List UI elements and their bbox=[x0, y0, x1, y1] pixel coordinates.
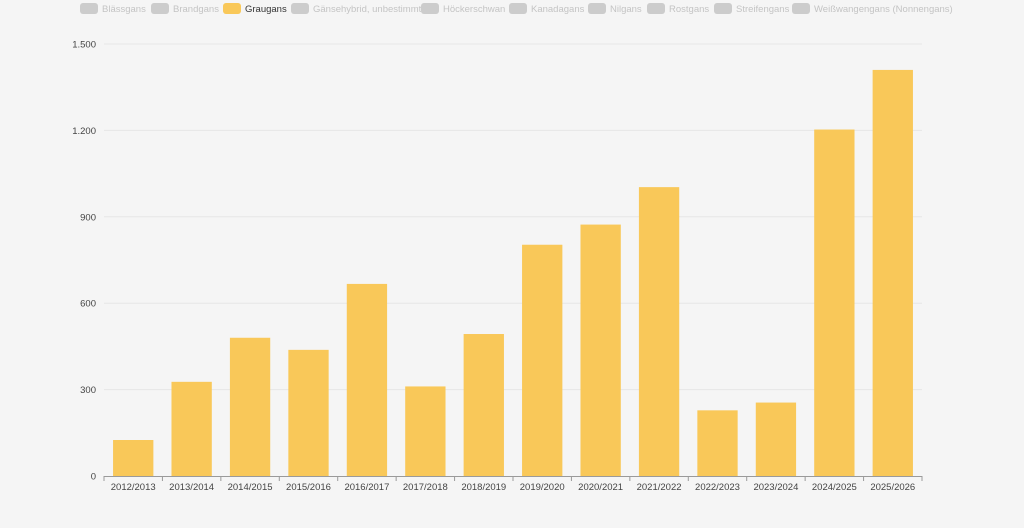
legend-item[interactable]: Streifengans bbox=[714, 3, 790, 15]
x-axis: 2012/2013 2013/2014 2014/2015 2015/2016 2016… bbox=[103, 476, 923, 493]
y-axis: 0 300 600 900 1.200 1.500 bbox=[72, 40, 96, 483]
bar[interactable] bbox=[814, 129, 855, 476]
legend-label: Rostgans bbox=[669, 4, 709, 15]
legend-label: Gänsehybrid, unbestimmt bbox=[313, 4, 422, 15]
legend-swatch bbox=[588, 3, 606, 14]
bar[interactable] bbox=[288, 349, 329, 476]
x-tick-label: 2025/2026 bbox=[870, 482, 915, 493]
legend-swatch bbox=[80, 3, 98, 14]
legend-label: Höckerschwan bbox=[443, 4, 505, 15]
legend-label: Graugans bbox=[245, 4, 287, 15]
x-tick-label: 2023/2024 bbox=[753, 482, 798, 493]
legend-item[interactable]: Brandgans bbox=[151, 3, 219, 15]
x-tick-label: 2017/2018 bbox=[403, 482, 448, 493]
x-tick-label: 2018/2019 bbox=[461, 482, 506, 493]
bar[interactable] bbox=[405, 386, 446, 476]
x-tick-label: 2012/2013 bbox=[111, 482, 156, 493]
y-tick-label: 300 bbox=[80, 385, 96, 396]
bar[interactable] bbox=[113, 440, 154, 476]
bar[interactable] bbox=[229, 337, 271, 476]
x-tick-label: 2020/2021 bbox=[578, 482, 623, 493]
chart-grid bbox=[104, 43, 922, 391]
legend-swatch bbox=[647, 3, 665, 14]
y-tick-label: 1.500 bbox=[72, 40, 96, 51]
legend-swatch bbox=[151, 3, 169, 14]
y-tick-label: 0 bbox=[91, 472, 96, 483]
bar[interactable] bbox=[171, 381, 212, 476]
bar[interactable] bbox=[580, 224, 621, 476]
chart-bars bbox=[113, 69, 913, 477]
legend-item[interactable]: Weißwangengans (Nonnengans) bbox=[792, 3, 953, 15]
bar[interactable] bbox=[697, 410, 738, 476]
legend-swatch bbox=[223, 3, 241, 14]
legend-label: Blässgans bbox=[102, 4, 146, 15]
bar[interactable] bbox=[463, 334, 504, 476]
x-tick-label: 2013/2014 bbox=[169, 482, 214, 493]
legend-label: Brandgans bbox=[173, 4, 219, 15]
legend-label: Streifengans bbox=[736, 4, 790, 15]
x-tick-label: 2016/2017 bbox=[344, 482, 389, 493]
legend-swatch bbox=[421, 3, 439, 14]
x-tick-label: 2022/2023 bbox=[695, 482, 740, 493]
legend-item[interactable]: Rostgans bbox=[647, 3, 709, 15]
bar[interactable] bbox=[755, 402, 797, 476]
legend-item[interactable]: Gänsehybrid, unbestimmt bbox=[291, 3, 422, 15]
legend-label: Kanadagans bbox=[531, 4, 585, 15]
y-tick-label: 600 bbox=[80, 299, 96, 310]
legend-item[interactable]: Höckerschwan bbox=[421, 3, 505, 15]
legend-swatch bbox=[291, 3, 309, 14]
legend-label: Nilgans bbox=[610, 4, 642, 15]
y-tick-label: 1.200 bbox=[72, 126, 96, 137]
legend-item[interactable]: Graugans bbox=[223, 3, 287, 15]
bar[interactable] bbox=[872, 69, 913, 477]
legend-item[interactable]: Blässgans bbox=[80, 3, 146, 15]
legend-label: Weißwangengans (Nonnengans) bbox=[814, 4, 953, 15]
legend-item[interactable]: Kanadagans bbox=[509, 3, 585, 15]
bar[interactable] bbox=[522, 244, 563, 476]
x-tick-label: 2014/2015 bbox=[228, 482, 273, 493]
x-tick-label: 2021/2022 bbox=[637, 482, 682, 493]
x-tick-label: 2019/2020 bbox=[520, 482, 565, 493]
legend-swatch bbox=[509, 3, 527, 14]
legend-item[interactable]: Nilgans bbox=[588, 3, 642, 15]
bar[interactable] bbox=[638, 187, 680, 477]
y-tick-label: 900 bbox=[80, 212, 96, 223]
x-tick-label: 2024/2025 bbox=[812, 482, 857, 493]
chart-legend: Blässgans Brandgans Graugans Gänsehybrid, u… bbox=[80, 3, 953, 15]
bar[interactable] bbox=[346, 283, 388, 476]
legend-swatch bbox=[714, 3, 732, 14]
x-tick-label: 2015/2016 bbox=[286, 482, 331, 493]
legend-swatch bbox=[792, 3, 810, 14]
